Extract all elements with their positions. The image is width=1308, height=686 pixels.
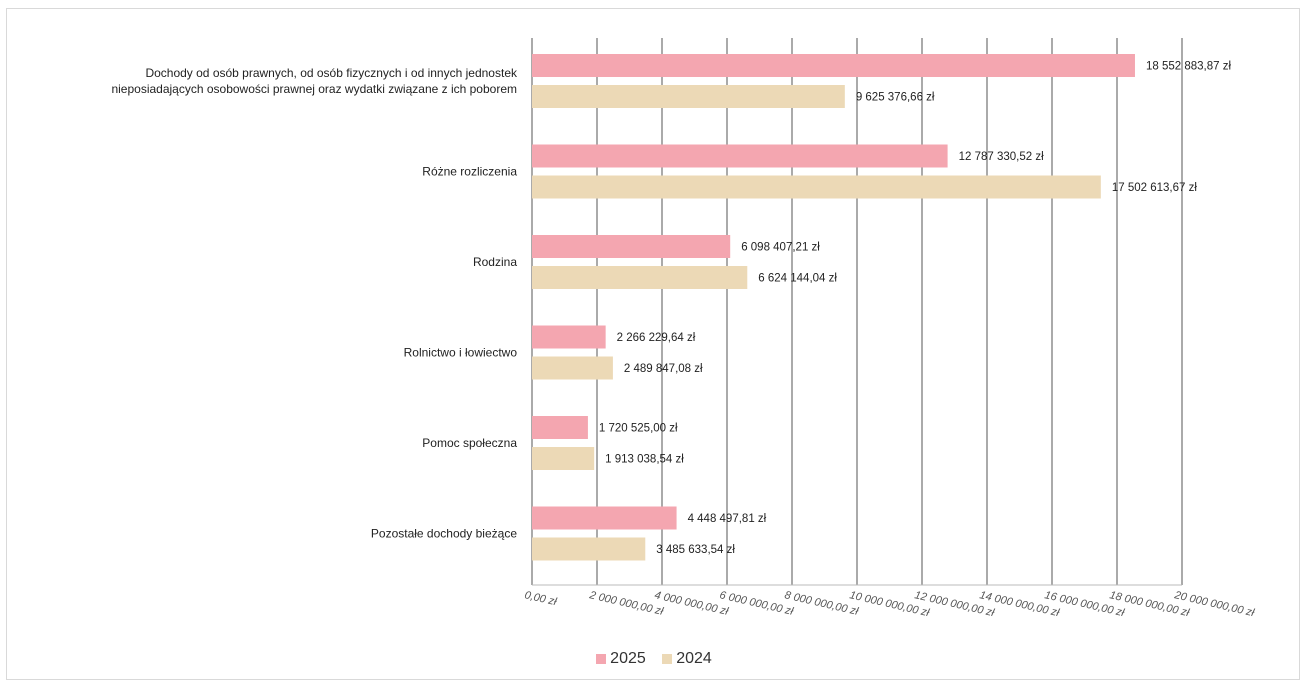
chart-frame bbox=[6, 8, 1300, 680]
x-tick-label: 4 000 000,00 zł bbox=[653, 589, 730, 618]
data-label: 4 448 497,81 zł bbox=[688, 513, 767, 525]
data-label: 6 624 144,04 zł bbox=[758, 273, 837, 285]
bar-2024 bbox=[532, 266, 748, 289]
data-label: 2 489 847,08 zł bbox=[624, 363, 703, 375]
category-label: Dochody od osób prawnych, od osób fizycz… bbox=[145, 66, 518, 80]
legend-item-2025: 2025 bbox=[596, 650, 646, 668]
data-label: 3 485 633,54 zł bbox=[656, 544, 735, 556]
bar-2025 bbox=[532, 235, 731, 258]
category-label: Pomoc społeczna bbox=[422, 436, 517, 450]
category-label: nieposiadających osobowości prawnej oraz… bbox=[111, 82, 517, 96]
data-label: 12 787 330,52 zł bbox=[959, 151, 1044, 163]
data-label: 1 913 038,54 zł bbox=[605, 454, 684, 466]
x-tick-label: 0,00 zł bbox=[523, 589, 558, 608]
data-label: 9 625 376,66 zł bbox=[856, 92, 935, 104]
bar-2025 bbox=[532, 416, 588, 439]
bar-2024 bbox=[532, 175, 1101, 199]
legend: 2025 2024 bbox=[0, 650, 1308, 669]
data-label: 17 502 613,67 zł bbox=[1112, 182, 1197, 194]
legend-swatch-2024 bbox=[662, 654, 673, 664]
bar-2024 bbox=[532, 85, 845, 108]
data-label: 6 098 407,21 zł bbox=[741, 242, 820, 254]
legend-item-2024: 2024 bbox=[662, 650, 712, 668]
legend-label-2024: 2024 bbox=[676, 650, 712, 667]
bar-2025 bbox=[532, 325, 606, 349]
data-label: 1 720 525,00 zł bbox=[599, 423, 678, 435]
data-label: 18 552 883,87 zł bbox=[1146, 61, 1231, 73]
bar-2024 bbox=[532, 356, 613, 380]
category-label: Rolnictwo i łowiectwo bbox=[404, 346, 518, 360]
bar-2025 bbox=[532, 54, 1135, 77]
category-label: Rodzina bbox=[473, 255, 517, 269]
data-label: 2 266 229,64 zł bbox=[617, 332, 696, 344]
x-tick-label: 8 000 000,00 zł bbox=[783, 589, 860, 618]
legend-swatch-2025 bbox=[596, 654, 607, 664]
bar-2024 bbox=[532, 447, 595, 470]
x-tick-label: 2 000 000,00 zł bbox=[587, 589, 665, 618]
category-label: Pozostałe dochody bieżące bbox=[371, 527, 517, 541]
bar-2024 bbox=[532, 537, 646, 561]
bar-chart: 0,00 zł 2 000 000,00 zł4 000 000,00 zł6 0… bbox=[111, 38, 1256, 619]
category-label: Różne rozliczenia bbox=[422, 165, 517, 179]
bar-2025 bbox=[532, 144, 948, 168]
legend-label-2025: 2025 bbox=[610, 650, 646, 667]
bar-2025 bbox=[532, 506, 677, 530]
x-tick-label: 6 000 000,00 zł bbox=[718, 589, 795, 618]
